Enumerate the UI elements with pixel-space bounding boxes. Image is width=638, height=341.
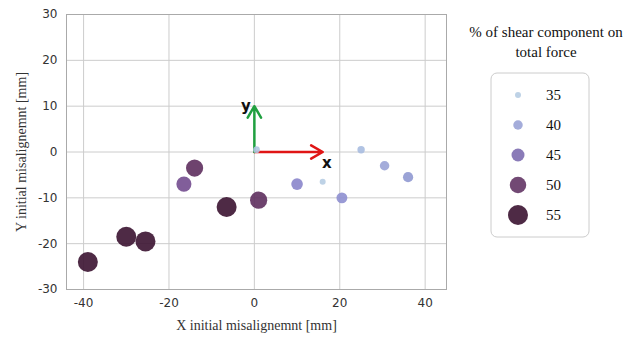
svg-text:x: x bbox=[322, 154, 332, 172]
svg-text:-20: -20 bbox=[159, 296, 179, 310]
svg-text:40: 40 bbox=[546, 117, 561, 133]
svg-text:-30: -30 bbox=[38, 282, 58, 296]
svg-text:35: 35 bbox=[546, 87, 561, 103]
svg-text:50: 50 bbox=[546, 177, 561, 193]
svg-text:y: y bbox=[241, 97, 251, 115]
svg-text:Y initial misalignemnt [mm]: Y initial misalignemnt [mm] bbox=[14, 72, 29, 232]
svg-text:0: 0 bbox=[251, 296, 259, 310]
html-text:% of shear component on total: % of shear component on total force bbox=[469, 24, 623, 60]
svg-text:X initial misalignemnt [mm]: X initial misalignemnt [mm] bbox=[176, 318, 337, 333]
svg-text:-10: -10 bbox=[38, 191, 58, 205]
svg-text:20: 20 bbox=[332, 296, 347, 310]
svg-text:-40: -40 bbox=[74, 296, 94, 310]
svg-text:0: 0 bbox=[50, 145, 58, 159]
svg-text:20: 20 bbox=[42, 53, 57, 67]
svg-text:55: 55 bbox=[546, 207, 561, 223]
svg-text:40: 40 bbox=[418, 296, 433, 310]
svg-text:45: 45 bbox=[546, 147, 561, 163]
svg-text:30: 30 bbox=[42, 7, 57, 21]
svg-text:10: 10 bbox=[42, 99, 57, 113]
svg-text:-20: -20 bbox=[38, 237, 58, 251]
